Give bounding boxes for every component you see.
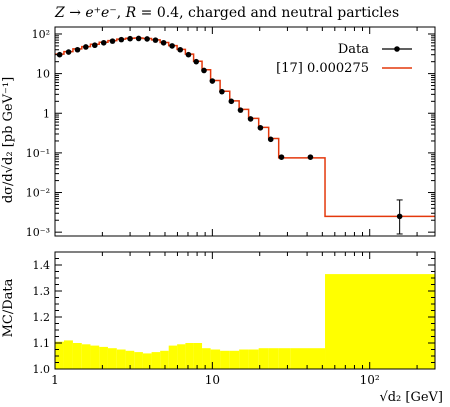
- mc-step-line: [55, 37, 435, 218]
- main-y-tick-label: 10⁻²: [26, 187, 50, 200]
- x-tick-label: 10²: [360, 373, 380, 387]
- data-point: [65, 49, 72, 55]
- ratio-band-bin: [210, 349, 221, 369]
- axis-labels: dσ/d√d₂ [pb GeV⁻¹] MC/Data √d₂ [GeV]: [1, 77, 443, 405]
- ratio-band-bin: [268, 348, 279, 369]
- ratio-y-tick-label: 1.1: [33, 337, 51, 350]
- ratio-band-bin: [107, 348, 117, 369]
- data-point: [193, 58, 200, 65]
- data-point: [396, 213, 403, 220]
- legend-marker-data: [394, 46, 400, 52]
- ratio-band-bin: [325, 274, 435, 369]
- ratio-band-bin: [90, 345, 100, 369]
- ratio-y-tick-label: 1.2: [33, 311, 51, 324]
- x-tick-label: 1: [51, 373, 59, 387]
- data-point: [201, 67, 207, 74]
- ratio-band-bin: [151, 352, 161, 369]
- ratio-band-bin: [248, 349, 259, 369]
- ratio-band-bin: [160, 350, 169, 369]
- data-point: [160, 39, 167, 46]
- data-point: [177, 46, 184, 53]
- data-point: [127, 35, 133, 42]
- ratio-band-bin: [177, 344, 186, 369]
- ratio-band-bin: [168, 345, 178, 369]
- ratio-band-bin: [81, 344, 91, 369]
- title-description: , charged and neutral particles: [179, 5, 400, 21]
- ratio-band-bin: [229, 350, 240, 369]
- ratio-band-bin: [99, 346, 108, 369]
- ratio-band-bin: [142, 353, 152, 369]
- ratio-y-axis-label: MC/Data: [1, 278, 16, 337]
- ratio-y-tick-label: 1.3: [33, 285, 51, 298]
- ratio-band-bin: [185, 343, 194, 369]
- data-point: [228, 98, 235, 105]
- data-point: [169, 43, 175, 49]
- ratio-panel: 1 10 10² 1.0 1.1 1.2 1.3 1.4: [33, 251, 436, 387]
- data-point: [152, 37, 159, 43]
- ratio-band-bin: [220, 350, 230, 369]
- x-tick-label: 10: [205, 373, 220, 387]
- ratio-band-bin: [239, 349, 249, 369]
- ratio-band-bin: [134, 352, 143, 369]
- data-point: [209, 78, 216, 84]
- data-point: [307, 154, 314, 160]
- ratio-band-bin: [202, 348, 211, 369]
- data-point: [144, 36, 150, 42]
- ratio-band-bin: [63, 340, 73, 369]
- ratio-band-bin: [55, 341, 64, 369]
- title-r-symbol: R: [125, 5, 137, 21]
- x-axis-label: √d₂ [GeV]: [379, 390, 443, 405]
- legend-label-mc: [17] 0.000275: [276, 61, 369, 76]
- data-point: [267, 136, 274, 143]
- data-point: [83, 44, 89, 50]
- ratio-y-tick-label: 1.0: [33, 363, 51, 376]
- data-point: [91, 42, 98, 49]
- data-point: [247, 116, 254, 122]
- data-point: [185, 51, 192, 58]
- ratio-band-bin: [193, 343, 203, 369]
- main-y-tick-label: 10: [36, 68, 50, 81]
- ratio-y-tick-label: 1.4: [33, 259, 51, 272]
- title-process-rhs: e⁺e⁻: [85, 5, 117, 21]
- data-point: [109, 38, 116, 44]
- legend-label-data: Data: [338, 42, 369, 57]
- ratio-band-bin: [290, 348, 326, 369]
- main-y-axis-label: dσ/d√d₂ [pb GeV⁻¹]: [1, 77, 16, 203]
- main-y-tick-label: 10⁻³: [26, 226, 50, 239]
- title-process-lhs: Z: [55, 5, 65, 21]
- data-point: [56, 51, 63, 58]
- data-point: [257, 124, 264, 131]
- chart-title: Z → e⁺e⁻, R = 0.4, charged and neutral p…: [55, 5, 400, 21]
- title-r-value: = 0.4: [140, 5, 180, 21]
- title-process-arrow: →: [69, 5, 81, 21]
- main-panel: 10⁻³ 10⁻² 10⁻¹ 1 10 10²: [26, 26, 436, 239]
- ratio-band-bin: [258, 348, 269, 369]
- main-y-tick-label: 1: [43, 107, 50, 120]
- ratio-band-bin: [125, 350, 135, 369]
- data-point: [219, 88, 225, 95]
- main-y-tick-label: 10²: [32, 28, 50, 41]
- ratio-band-bin: [116, 349, 126, 369]
- main-y-tick-label: 10⁻¹: [26, 147, 50, 160]
- ratio-band-bin: [72, 343, 82, 369]
- data-point: [237, 107, 244, 113]
- main-plot-frame: [54, 26, 436, 237]
- legend: Data [17] 0.000275: [276, 42, 412, 76]
- data-point: [135, 35, 142, 42]
- ratio-band-bin: [278, 348, 291, 369]
- data-point: [118, 36, 125, 43]
- data-point: [100, 39, 107, 46]
- data-point: [278, 154, 285, 160]
- data-point: [74, 46, 81, 53]
